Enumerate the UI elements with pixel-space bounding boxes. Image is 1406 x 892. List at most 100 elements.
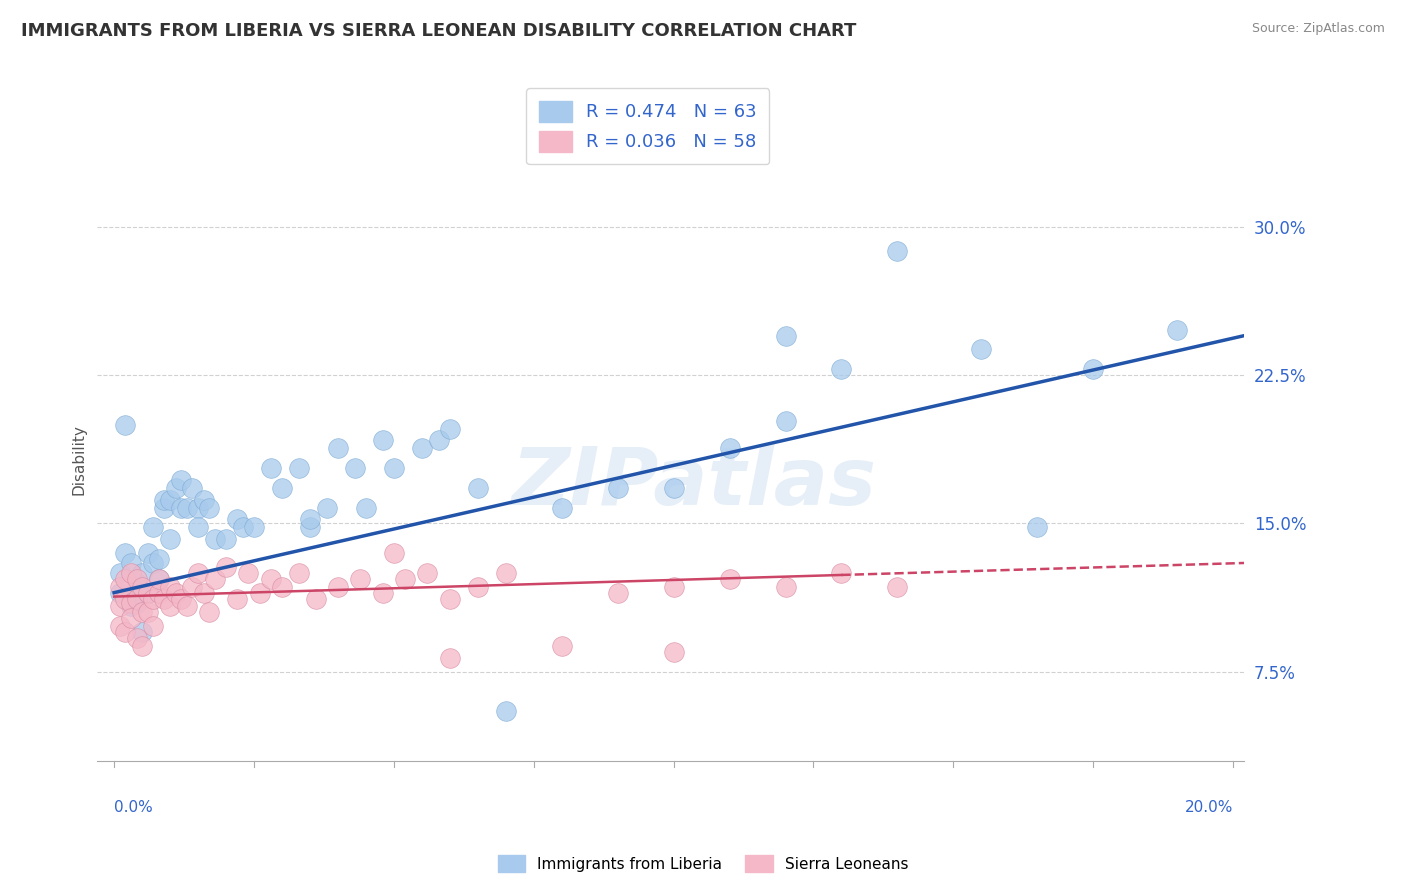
Point <box>349 572 371 586</box>
Point <box>439 651 461 665</box>
Point <box>159 580 181 594</box>
Point <box>114 591 136 606</box>
Point <box>148 572 170 586</box>
Point <box>198 500 221 515</box>
Point <box>131 606 153 620</box>
Text: 20.0%: 20.0% <box>1185 799 1233 814</box>
Point <box>249 585 271 599</box>
Point <box>343 461 366 475</box>
Point <box>271 481 294 495</box>
Text: IMMIGRANTS FROM LIBERIA VS SIERRA LEONEAN DISABILITY CORRELATION CHART: IMMIGRANTS FROM LIBERIA VS SIERRA LEONEA… <box>21 22 856 40</box>
Point <box>170 591 193 606</box>
Point <box>551 500 574 515</box>
Point <box>125 595 148 609</box>
Point <box>606 585 628 599</box>
Point <box>204 572 226 586</box>
Point <box>215 533 238 547</box>
Point <box>439 591 461 606</box>
Y-axis label: Disability: Disability <box>72 424 86 495</box>
Point <box>131 625 153 640</box>
Point <box>125 572 148 586</box>
Point <box>120 611 142 625</box>
Point <box>193 585 215 599</box>
Point <box>354 500 377 515</box>
Point <box>287 461 309 475</box>
Point <box>439 421 461 435</box>
Point <box>371 434 394 448</box>
Point <box>153 492 176 507</box>
Point <box>148 585 170 599</box>
Point <box>120 595 142 609</box>
Point <box>271 580 294 594</box>
Point <box>198 606 221 620</box>
Point <box>136 585 159 599</box>
Point <box>108 566 131 580</box>
Point <box>108 580 131 594</box>
Point <box>1026 520 1049 534</box>
Point <box>120 566 142 580</box>
Point <box>181 580 204 594</box>
Point <box>467 481 489 495</box>
Point <box>131 639 153 653</box>
Point <box>298 520 321 534</box>
Point <box>170 473 193 487</box>
Point <box>131 585 153 599</box>
Point <box>287 566 309 580</box>
Point <box>136 606 159 620</box>
Point <box>215 560 238 574</box>
Point <box>114 546 136 560</box>
Point <box>371 585 394 599</box>
Point <box>326 442 349 456</box>
Point <box>226 512 249 526</box>
Point <box>304 591 326 606</box>
Point <box>153 500 176 515</box>
Text: 0.0%: 0.0% <box>114 799 153 814</box>
Point <box>136 585 159 599</box>
Point <box>170 500 193 515</box>
Point <box>165 481 187 495</box>
Point <box>125 591 148 606</box>
Point <box>181 481 204 495</box>
Point <box>775 328 797 343</box>
Point <box>416 566 439 580</box>
Point <box>495 566 517 580</box>
Point <box>187 500 209 515</box>
Point <box>226 591 249 606</box>
Point <box>125 631 148 645</box>
Point <box>142 520 165 534</box>
Point <box>232 520 254 534</box>
Legend: R = 0.474   N = 63, R = 0.036   N = 58: R = 0.474 N = 63, R = 0.036 N = 58 <box>526 88 769 164</box>
Point <box>718 572 741 586</box>
Point <box>120 556 142 570</box>
Point <box>298 512 321 526</box>
Point <box>108 585 131 599</box>
Point <box>606 481 628 495</box>
Point <box>382 546 405 560</box>
Point <box>204 533 226 547</box>
Point <box>108 599 131 614</box>
Point <box>142 591 165 606</box>
Point <box>260 461 283 475</box>
Point <box>243 520 266 534</box>
Point <box>1166 323 1188 337</box>
Point <box>238 566 260 580</box>
Legend: Immigrants from Liberia, Sierra Leoneans: Immigrants from Liberia, Sierra Leoneans <box>489 847 917 880</box>
Point <box>382 461 405 475</box>
Point <box>159 533 181 547</box>
Point <box>662 481 685 495</box>
Point <box>114 417 136 432</box>
Point <box>260 572 283 586</box>
Point <box>187 520 209 534</box>
Point <box>467 580 489 594</box>
Point <box>1083 362 1105 376</box>
Point <box>495 704 517 718</box>
Point <box>148 572 170 586</box>
Point <box>120 599 142 614</box>
Point <box>551 639 574 653</box>
Point <box>427 434 450 448</box>
Point <box>114 625 136 640</box>
Point <box>159 492 181 507</box>
Point <box>394 572 416 586</box>
Point <box>176 500 198 515</box>
Point <box>775 414 797 428</box>
